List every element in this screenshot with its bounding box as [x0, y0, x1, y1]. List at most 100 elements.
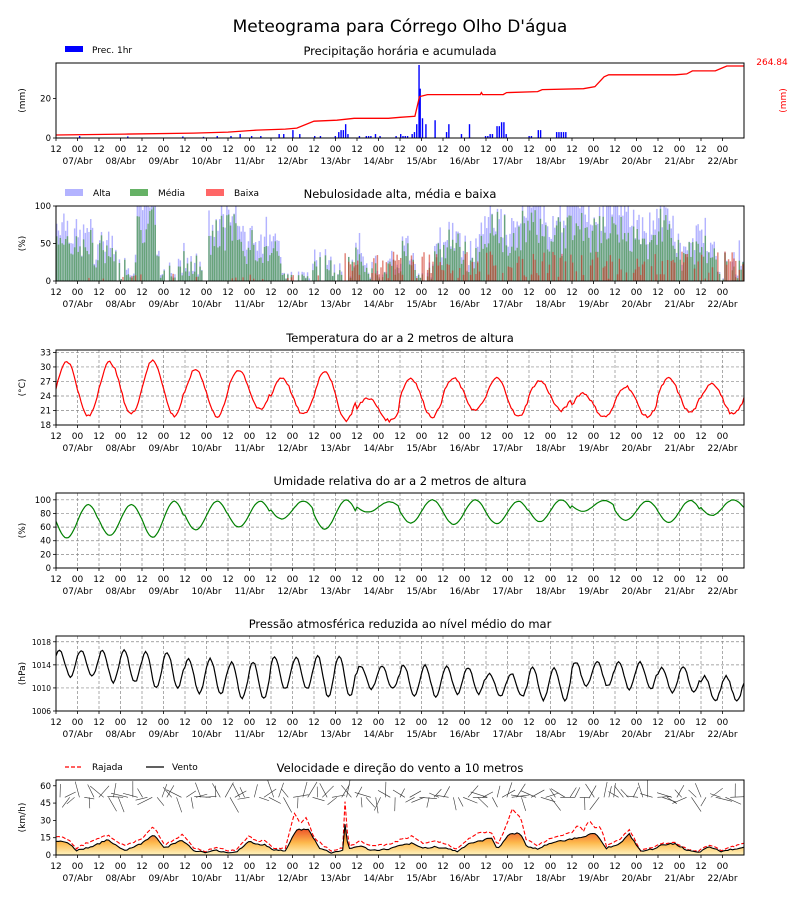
x-tick-label: 00: [201, 432, 213, 442]
wind-direction-arrow: [392, 789, 406, 798]
y-tick-label: 20: [40, 550, 51, 560]
cloud-mid-bar: [278, 255, 280, 281]
x-tick-label: 12: [136, 288, 147, 298]
cloud-mid-bar: [88, 254, 90, 281]
cloud-mid-bar: [607, 238, 610, 281]
x-tick-label: 00: [158, 862, 170, 872]
cloud-mid-bar: [168, 265, 171, 281]
x-day-label: 12/Abr: [277, 157, 307, 167]
cloud-mid-bar: [636, 229, 638, 281]
x-tick-label: 00: [674, 288, 686, 298]
legend-label: Vento: [172, 763, 198, 773]
x-tick-label: 12: [351, 718, 362, 728]
wind-direction-arrow: [137, 788, 143, 798]
x-day-label: 22/Abr: [707, 157, 737, 167]
cloud-low-bar: [561, 253, 563, 281]
cloud-mid-bar: [647, 259, 649, 281]
x-tick-label: 12: [394, 575, 405, 585]
precip-bar: [338, 132, 340, 138]
cloud-mid-bar: [374, 263, 377, 281]
cloud-mid-bar: [658, 231, 660, 281]
x-tick-label: 00: [416, 862, 428, 872]
cloud-mid-bar: [244, 256, 246, 281]
wind-direction-arrow: [662, 797, 677, 803]
cloud-mid-bar: [532, 222, 535, 281]
cloud-mid-bar: [228, 214, 230, 281]
cloud-mid-bar: [183, 251, 185, 281]
x-day-label: 22/Abr: [707, 730, 737, 740]
x-day-label: 10/Abr: [191, 300, 221, 310]
precip-bar: [334, 136, 337, 138]
x-tick-label: 12: [652, 288, 663, 298]
wind-direction-arrow: [113, 783, 117, 798]
wind-direction-arrow: [589, 785, 597, 798]
cloud-mid-bar: [512, 233, 515, 281]
x-tick-label: 12: [222, 862, 233, 872]
cloud-mid-bar: [455, 242, 457, 281]
cloud-mid-bar: [468, 272, 470, 281]
y-tick-label: 0: [46, 851, 51, 861]
cloud-low-bar: [521, 258, 524, 281]
cloud-mid-bar: [210, 254, 212, 281]
precip-bar: [239, 134, 241, 138]
x-tick-label: 00: [674, 718, 686, 728]
x-day-label: 08/Abr: [105, 874, 135, 884]
x-day-label: 18/Abr: [535, 300, 565, 310]
x-tick-label: 00: [201, 288, 213, 298]
cloud-mid-bar: [143, 242, 146, 281]
x-tick-label: 12: [609, 288, 620, 298]
cloud-low-bar: [663, 274, 665, 281]
cloud-low-bar: [670, 261, 672, 281]
cloud-mid-bar: [369, 278, 371, 281]
cloud-mid-bar: [222, 227, 225, 281]
cloud-mid-bar: [190, 261, 192, 281]
wind-direction-arrow: [549, 788, 556, 798]
x-day-label: 13/Abr: [320, 444, 350, 454]
cloud-low-bar: [701, 254, 703, 281]
precip-bar: [505, 134, 507, 138]
y-tick-label: 60: [40, 523, 51, 533]
cloud-mid-bar: [629, 250, 631, 281]
cloud-low-bar: [430, 273, 432, 281]
cloud-mid-bar: [638, 239, 640, 281]
x-tick-label: 12: [308, 145, 319, 155]
cloud-mid-bar: [251, 230, 253, 281]
x-tick-label: 00: [330, 288, 342, 298]
y-axis-label: (mm): [18, 88, 28, 113]
x-tick-label: 00: [158, 718, 170, 728]
x-tick-label: 00: [287, 145, 299, 155]
cloud-mid-bar: [197, 276, 199, 281]
precip-bar: [498, 126, 501, 138]
x-tick-label: 12: [566, 432, 577, 442]
cloud-low-bar: [616, 274, 619, 281]
wind-direction-arrow: [253, 784, 258, 798]
x-tick-label: 00: [115, 432, 127, 442]
cloud-low-bar: [684, 254, 687, 281]
cloud-mid-bar: [559, 221, 561, 281]
x-day-label: 08/Abr: [105, 730, 135, 740]
cloud-mid-bar: [568, 215, 570, 281]
x-day-label: 11/Abr: [234, 587, 264, 597]
cloud-mid-bar: [634, 239, 637, 281]
cloud-high-bar: [308, 278, 311, 281]
y-tick-label: 33: [40, 348, 51, 358]
x-tick-label: 12: [394, 432, 405, 442]
x-tick-label: 00: [631, 862, 643, 872]
wind-direction-arrow: [322, 785, 334, 798]
x-tick-label: 00: [72, 432, 84, 442]
cloud-low-bar: [666, 260, 669, 281]
cloud-mid-bar: [598, 216, 601, 281]
cloud-mid-bar: [262, 262, 264, 281]
cloud-low-bar: [385, 262, 388, 281]
cloud-mid-bar: [736, 278, 739, 281]
wind-direction-arrow: [691, 797, 702, 812]
x-tick-label: 00: [201, 145, 213, 155]
precip-bar: [496, 126, 498, 138]
x-tick-label: 12: [222, 145, 233, 155]
cloud-low-bar: [693, 268, 696, 281]
wind-direction-arrow: [161, 783, 168, 798]
cloud-mid-bar: [263, 247, 266, 281]
cloud-low-bar: [450, 273, 452, 281]
cloud-low-bar: [439, 262, 441, 281]
